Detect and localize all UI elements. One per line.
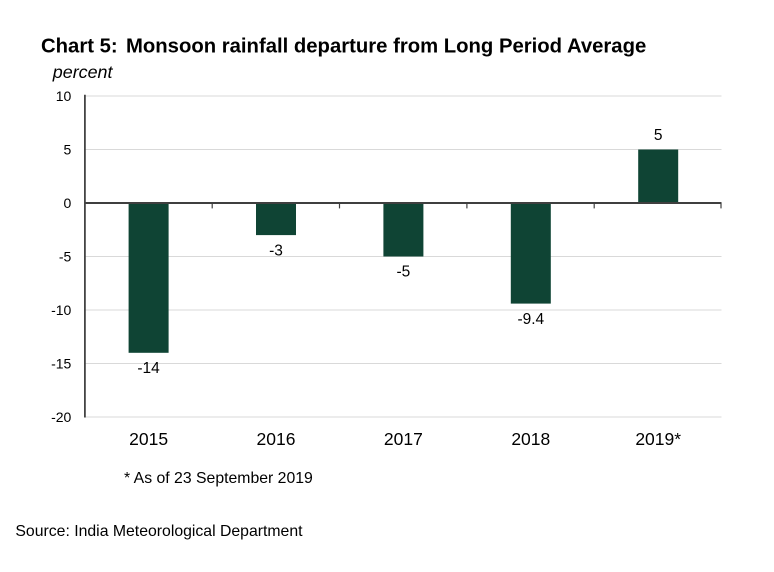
svg-text:Source: India Meteorological D: Source: India Meteorological Department xyxy=(15,523,303,540)
svg-text:2017: 2017 xyxy=(384,429,423,449)
svg-text:Monsoon rainfall departure fro: Monsoon rainfall departure from Long Per… xyxy=(126,35,646,57)
svg-text:-10: -10 xyxy=(51,302,71,318)
svg-text:-14: -14 xyxy=(137,360,160,377)
svg-text:Chart 5:: Chart 5: xyxy=(41,35,118,57)
svg-text:2015: 2015 xyxy=(129,429,168,449)
svg-text:-5: -5 xyxy=(59,248,72,264)
svg-text:0: 0 xyxy=(64,195,72,211)
svg-text:-5: -5 xyxy=(397,264,411,281)
svg-text:* As of 23 September 2019: * As of 23 September 2019 xyxy=(124,470,313,487)
svg-text:5: 5 xyxy=(654,127,663,144)
svg-text:-9.4: -9.4 xyxy=(517,311,544,328)
svg-text:-3: -3 xyxy=(269,242,283,259)
svg-text:-20: -20 xyxy=(51,409,71,425)
svg-text:2019*: 2019* xyxy=(635,429,681,449)
svg-text:2018: 2018 xyxy=(511,429,550,449)
svg-text:10: 10 xyxy=(56,88,72,104)
svg-text:-15: -15 xyxy=(51,355,71,371)
svg-text:5: 5 xyxy=(64,141,72,157)
svg-text:2016: 2016 xyxy=(257,429,296,449)
svg-text:percent: percent xyxy=(52,62,114,82)
